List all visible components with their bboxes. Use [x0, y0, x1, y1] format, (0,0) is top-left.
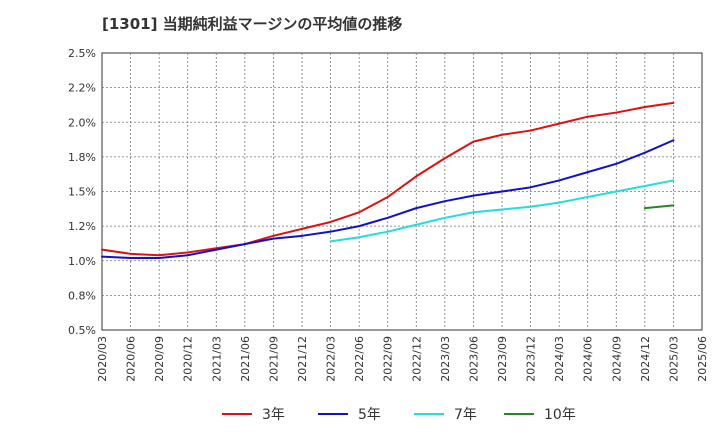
legend: 3年 5年 7年 10年 [222, 407, 576, 423]
x-tick-label: 2020/06 [125, 336, 138, 382]
y-axis-ticks: 0.5% 0.8% 1.0% 1.2% 1.5% 1.8% 2.0% 2.2% 2.5% [68, 47, 96, 337]
y-tick-label: 1.8% [68, 151, 96, 164]
series-line-7年 [329, 179, 675, 243]
x-tick-label: 2021/12 [296, 336, 309, 382]
x-axis-ticks: 2020/03 2020/06 2020/09 2020/12 2021/03 2021/… [96, 336, 709, 382]
y-tick-label: 1.5% [68, 186, 96, 199]
x-tick-label: 2022/03 [325, 336, 338, 382]
x-tick-label: 2024/03 [553, 336, 566, 382]
x-tick-label: 2023/03 [439, 336, 452, 382]
x-tick-label: 2024/12 [639, 336, 652, 382]
x-tick-label: 2022/12 [410, 336, 423, 382]
y-tick-label: 2.0% [68, 116, 96, 129]
x-tick-label: 2021/06 [239, 336, 252, 382]
x-tick-label: 2023/06 [467, 336, 480, 382]
legend-label: 7年 [454, 407, 477, 423]
series-line-3年 [101, 101, 675, 257]
x-tick-label: 2021/03 [210, 336, 223, 382]
x-tick-label: 2024/09 [610, 336, 623, 382]
x-tick-label: 2023/09 [496, 336, 509, 382]
y-tick-label: 0.5% [68, 324, 96, 337]
series-lines [101, 101, 675, 259]
x-tick-label: 2020/03 [96, 336, 109, 382]
x-tick-label: 2022/06 [353, 336, 366, 382]
x-tick-label: 2020/09 [153, 336, 166, 382]
grid-lines [102, 53, 702, 330]
x-tick-label: 2020/12 [182, 336, 195, 382]
y-tick-label: 2.2% [68, 82, 96, 95]
legend-label: 3年 [262, 407, 285, 423]
x-tick-label: 2025/03 [667, 336, 680, 382]
y-tick-label: 1.2% [68, 220, 96, 233]
x-tick-label: 2025/06 [696, 336, 709, 382]
legend-label: 10年 [544, 407, 576, 423]
series-line-10年 [643, 204, 675, 210]
x-tick-label: 2021/09 [267, 336, 280, 382]
legend-label: 5年 [358, 407, 381, 423]
y-tick-label: 2.5% [68, 47, 96, 60]
x-tick-label: 2022/09 [382, 336, 395, 382]
chart-title: [1301] 当期純利益マージンの平均値の推移 [102, 15, 402, 33]
y-tick-label: 0.8% [68, 289, 96, 302]
series-line-5年 [101, 139, 675, 259]
x-tick-label: 2023/12 [525, 336, 538, 382]
x-tick-label: 2024/06 [582, 336, 595, 382]
y-tick-label: 1.0% [68, 255, 96, 268]
